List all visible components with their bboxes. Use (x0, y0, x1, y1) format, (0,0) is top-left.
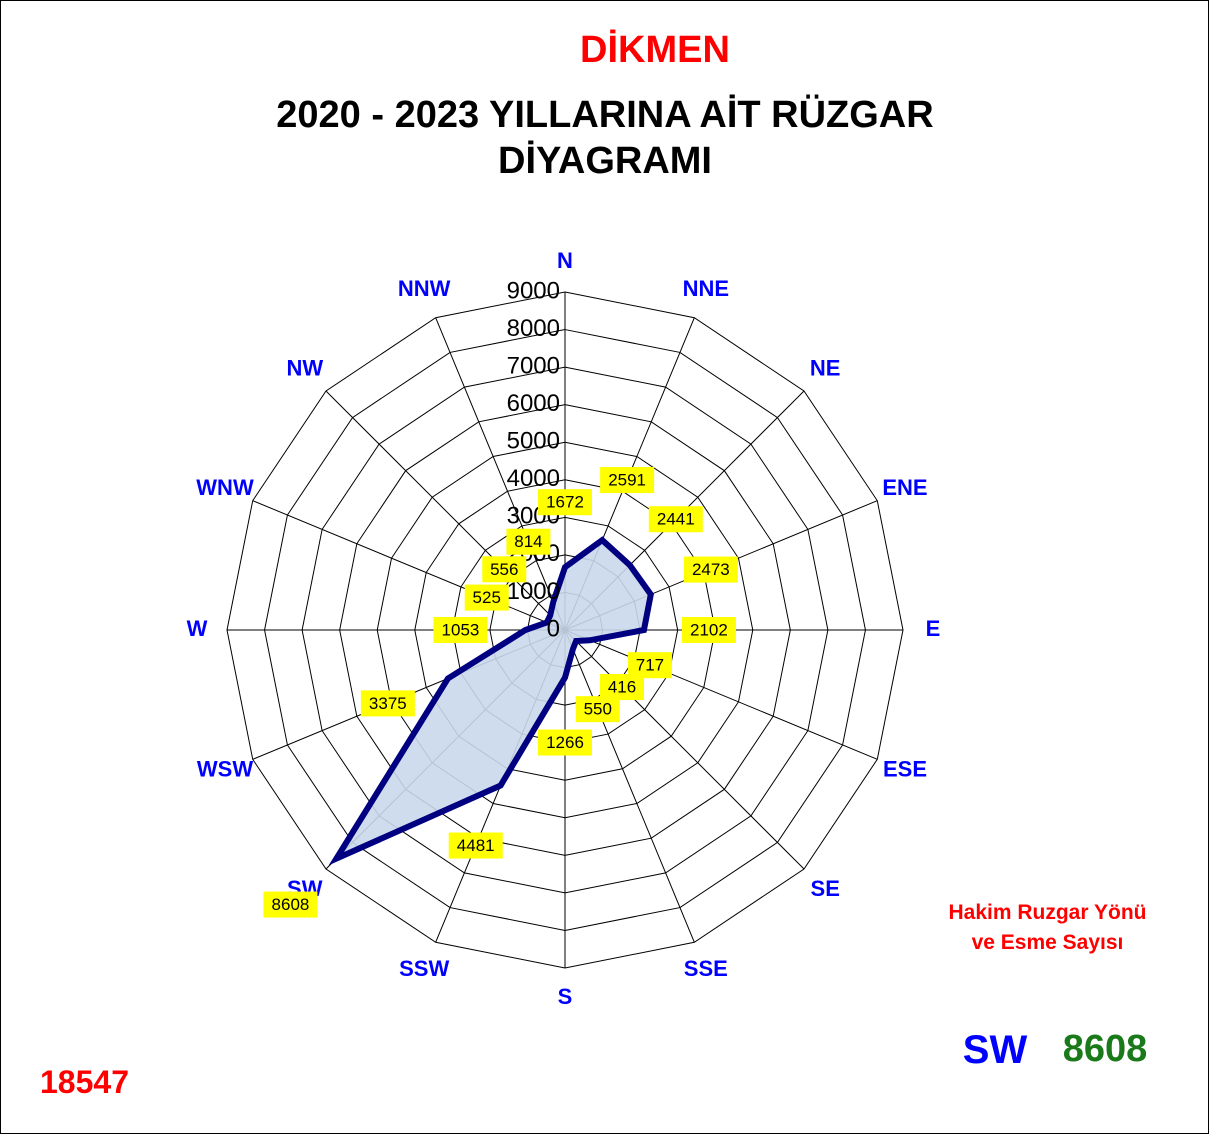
value-label: 2591 (608, 471, 646, 490)
spoke (252, 500, 566, 631)
tick-label: 4000 (507, 465, 560, 492)
direction-label: SSE (684, 956, 728, 981)
spoke (564, 629, 695, 943)
value-label: 717 (636, 656, 664, 675)
value-label: 1053 (442, 620, 480, 639)
value-label: 556 (490, 560, 518, 579)
dominant-direction: SW (962, 1028, 1028, 1072)
tick-label: 0 (547, 615, 560, 642)
value-label: 550 (584, 700, 612, 719)
tick-label: 1000 (507, 578, 560, 605)
value-label-box (683, 556, 738, 583)
value-label: 814 (514, 532, 542, 551)
value-label: 1672 (546, 493, 584, 512)
value-label: 1266 (546, 733, 584, 752)
value-label: 4481 (457, 836, 495, 855)
value-label-box (360, 690, 415, 717)
spoke (564, 629, 878, 760)
value-label: 416 (608, 677, 636, 696)
value-label: 2102 (690, 620, 728, 639)
value-label-box (575, 696, 620, 723)
direction-label: ESE (883, 757, 927, 782)
direction-label: E (926, 616, 941, 641)
value-label: 8608 (272, 895, 310, 914)
value-label: 2473 (692, 560, 730, 579)
chart-subtitle: 2020 - 2023 YILLARINA AİT RÜZGAR DİYAGRA… (276, 94, 934, 182)
value-label-box (433, 617, 488, 643)
tick-label: 6000 (507, 390, 560, 417)
direction-label: W (187, 616, 208, 641)
value-label-box (538, 489, 592, 516)
direction-label: NE (810, 356, 841, 381)
value-label-box (263, 891, 318, 918)
tick-label: 8000 (507, 315, 560, 342)
value-label: 525 (473, 588, 501, 607)
dominant-count: 8608 (1062, 1028, 1148, 1070)
direction-label: NNW (398, 276, 451, 301)
radar-area (328, 536, 654, 866)
tick-label: 7000 (507, 352, 560, 379)
spoke (325, 390, 566, 631)
value-label-box (448, 832, 503, 859)
value-label-box (464, 584, 509, 611)
direction-label: N (557, 248, 573, 273)
direction-label: NNE (683, 276, 729, 301)
value-label: 3375 (369, 694, 407, 713)
dominant-note: Hakim Ruzgar Yönü ve Esme Sayısı (948, 901, 1147, 954)
direction-label: WSW (197, 757, 253, 782)
direction-label: NW (286, 356, 323, 381)
value-label-box (600, 674, 645, 701)
value-label-box (600, 467, 655, 494)
tick-label: 9000 (507, 277, 560, 304)
chart-title: DİKMEN (580, 29, 730, 71)
direction-label: ENE (882, 475, 927, 500)
value-label-box (627, 652, 672, 679)
spoke (564, 629, 805, 870)
total-count: 18547 (40, 1064, 129, 1100)
value-label-box (681, 617, 736, 643)
value-label-box (538, 729, 592, 756)
value-label-box (506, 528, 551, 555)
direction-label: SE (811, 876, 840, 901)
direction-label: SSW (399, 956, 449, 981)
value-label-box (482, 556, 527, 583)
spoke (435, 317, 566, 631)
direction-label: WNW (196, 475, 254, 500)
tick-label: 5000 (507, 428, 560, 455)
value-label: 2441 (657, 510, 695, 529)
value-label-box (648, 506, 703, 533)
direction-label: S (558, 984, 573, 1009)
